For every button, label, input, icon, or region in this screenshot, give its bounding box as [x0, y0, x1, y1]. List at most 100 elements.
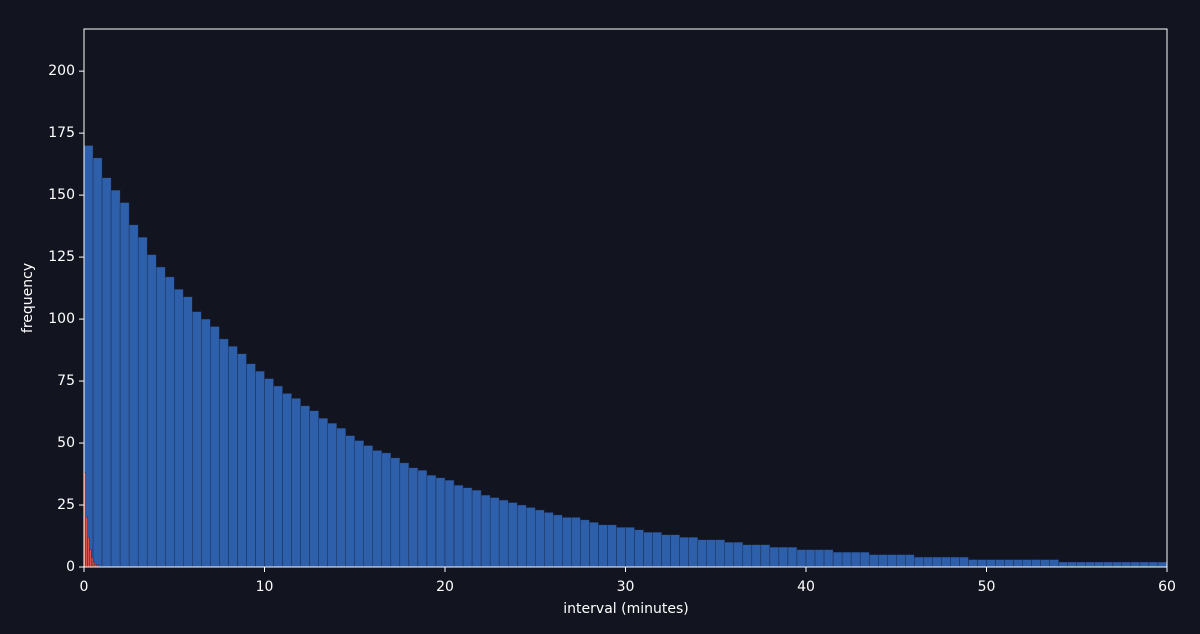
histogram-bar: [1112, 561, 1123, 568]
histogram-bar: [724, 542, 735, 568]
histogram-bar: [453, 484, 464, 568]
histogram-bar: [119, 202, 130, 568]
histogram-bar: [634, 529, 644, 568]
y-tick-label: 100: [48, 311, 75, 327]
x-tick-label: 20: [436, 579, 454, 595]
histogram-bar: [137, 237, 148, 568]
histogram-bar: [751, 544, 762, 568]
histogram-bar: [679, 537, 689, 568]
histogram-bar: [165, 276, 175, 568]
histogram-bar: [959, 556, 969, 568]
histogram-bar: [462, 487, 473, 568]
histogram-bar: [128, 224, 139, 568]
histogram-bar: [110, 189, 121, 568]
histogram-bar: [426, 475, 437, 568]
histogram-bar: [336, 427, 346, 568]
histogram-bar: [733, 542, 744, 568]
histogram-bar: [968, 559, 978, 568]
histogram-bar: [345, 435, 355, 568]
histogram-bar: [1067, 561, 1077, 568]
histogram-bar: [1004, 559, 1014, 568]
histogram-bar: [914, 556, 924, 568]
histogram-bar: [896, 554, 906, 568]
histogram-bar: [480, 494, 491, 568]
histogram-bar: [1157, 561, 1168, 568]
histogram-bar: [498, 499, 509, 568]
histogram-bar: [246, 363, 256, 568]
histogram-bar: [183, 296, 193, 568]
histogram-bar: [823, 549, 834, 568]
histogram-bar: [859, 551, 870, 568]
histogram-bar: [1103, 561, 1114, 568]
histogram-bar: [544, 512, 554, 568]
histogram-bar: [1085, 561, 1096, 568]
histogram-bar: [1130, 561, 1141, 568]
histogram-bar: [85, 517, 88, 568]
y-tick-label: 0: [66, 559, 75, 575]
histogram-bar: [87, 537, 90, 568]
histogram-bar: [318, 418, 328, 568]
histogram-bar: [517, 504, 527, 568]
histogram-bar: [219, 338, 229, 568]
histogram-bar: [878, 554, 888, 568]
histogram-bar: [1139, 561, 1150, 568]
histogram-bar: [201, 318, 211, 568]
histogram-bar: [769, 546, 780, 568]
histogram-bar: [273, 385, 283, 568]
histogram-bar: [562, 517, 572, 568]
histogram-bar: [580, 519, 590, 568]
histogram-bar: [760, 544, 771, 568]
histogram-bar: [841, 551, 852, 568]
x-tick-label: 60: [1158, 579, 1176, 595]
y-tick-label: 150: [48, 187, 75, 203]
histogram-bar: [1013, 559, 1023, 568]
histogram-bar: [489, 497, 500, 568]
histogram-bar: [905, 554, 915, 568]
histogram-bar: [192, 311, 202, 568]
histogram-bar: [101, 177, 112, 568]
histogram-bar: [932, 556, 942, 568]
histogram-bar: [155, 266, 166, 568]
x-tick-label: 0: [80, 579, 89, 595]
histogram-bar: [1148, 561, 1159, 568]
histogram-bar: [616, 527, 626, 568]
histogram-bar: [553, 514, 563, 568]
histogram-bar: [697, 539, 707, 568]
y-tick-label: 175: [48, 125, 75, 141]
histogram-bar: [571, 517, 581, 568]
histogram-bar: [471, 489, 482, 568]
histogram-bar: [787, 546, 798, 568]
histogram-bar: [805, 549, 816, 568]
histogram-bar: [264, 378, 274, 568]
histogram-bar: [507, 502, 518, 568]
histogram-bar: [1058, 561, 1068, 568]
histogram-bar: [408, 467, 419, 568]
histogram-bar: [291, 398, 301, 568]
histogram-bar: [282, 393, 292, 568]
y-tick-label: 125: [48, 249, 75, 265]
histogram-bar: [715, 539, 725, 568]
x-tick-label: 10: [256, 579, 274, 595]
histogram-bar: [363, 445, 373, 568]
histogram-bar: [625, 527, 635, 568]
histogram-bar: [887, 554, 897, 568]
histogram-bar: [381, 452, 392, 568]
histogram-bar: [977, 559, 987, 568]
histogram-bar: [742, 544, 753, 568]
histogram-bar: [228, 346, 238, 568]
histogram-bar: [1049, 559, 1059, 568]
histogram-bar: [91, 556, 94, 568]
histogram-bar: [210, 326, 220, 568]
histogram-bar: [255, 370, 265, 568]
y-tick-label: 200: [48, 63, 75, 79]
y-tick-label: 75: [57, 373, 75, 389]
histogram-bar: [589, 522, 599, 568]
histogram-bar: [89, 549, 92, 568]
histogram-bar: [688, 537, 698, 568]
y-tick-label: 50: [57, 435, 75, 451]
histogram-bar: [598, 524, 608, 568]
histogram-bar: [92, 157, 103, 568]
histogram-bar: [1121, 561, 1132, 568]
